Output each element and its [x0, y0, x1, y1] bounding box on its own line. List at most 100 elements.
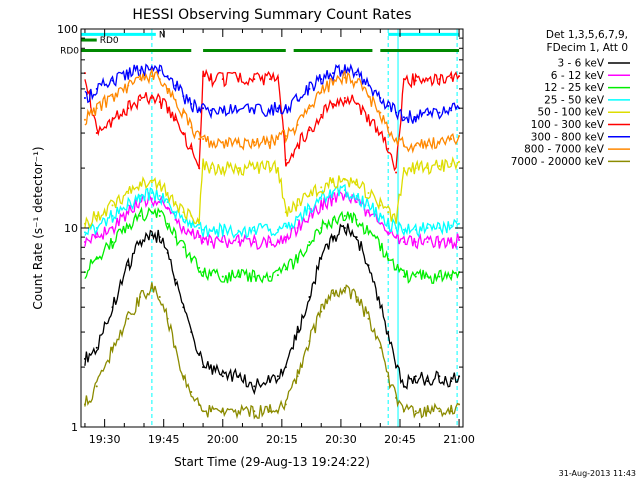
data-point: [182, 111, 185, 114]
chart-title: HESSI Observing Summary Count Rates: [132, 7, 411, 23]
data-point: [320, 310, 323, 313]
data-point: [127, 211, 130, 214]
data-point: [387, 375, 390, 378]
data-point: [95, 87, 98, 90]
data-point: [174, 346, 177, 349]
series-50-100keV: [83, 156, 461, 229]
data-point: [395, 236, 398, 239]
data-point: [402, 167, 405, 170]
data-point: [150, 75, 153, 78]
data-point: [127, 72, 130, 75]
annotation-bar-label: N: [159, 30, 166, 40]
data-point: [308, 296, 311, 299]
data-point: [387, 147, 390, 150]
legend-label: 50 - 100 keV: [537, 107, 604, 119]
data-point: [209, 167, 212, 170]
data-point: [355, 296, 358, 299]
data-point: [95, 236, 98, 239]
data-point: [198, 218, 201, 221]
data-point: [253, 78, 256, 81]
data-point: [343, 227, 346, 229]
data-point: [395, 138, 398, 141]
data-point: [158, 236, 161, 239]
data-point: [237, 78, 240, 81]
data-point: [276, 138, 279, 141]
data-point: [95, 107, 98, 110]
data-point: [379, 111, 382, 114]
data-point: [438, 241, 441, 244]
data-point: [343, 178, 346, 181]
data-point: [182, 218, 185, 221]
series-trace: [84, 67, 460, 154]
data-point: [111, 346, 114, 349]
x-tick-label: 19:45: [148, 433, 180, 446]
x-axis: 19:30 19:45 20:00 20:15 20:30 20:45 21:00: [84, 29, 475, 446]
data-point: [237, 241, 240, 244]
data-point: [320, 91, 323, 94]
data-point: [202, 162, 205, 165]
data-point: [198, 354, 201, 357]
data-point: [450, 162, 453, 165]
data-point: [127, 204, 130, 207]
data-point: [308, 87, 311, 90]
data-point: [426, 79, 429, 82]
data-point: [202, 75, 205, 78]
series-trace: [84, 156, 460, 229]
data-point: [190, 102, 193, 105]
data-point: [320, 257, 323, 260]
data-point: [402, 241, 405, 244]
data-point: [174, 218, 177, 221]
data-point: [450, 76, 453, 79]
data-point: [198, 167, 201, 170]
data-point: [202, 241, 205, 244]
data-point: [209, 366, 212, 369]
data-point: [221, 241, 224, 244]
annotation-bar-0: N: [81, 30, 460, 40]
data-point: [127, 84, 130, 87]
data-point: [166, 75, 169, 78]
data-point: [450, 109, 453, 112]
data-point: [379, 346, 382, 349]
data-point: [332, 292, 335, 295]
data-point: [276, 107, 279, 110]
data-point: [237, 141, 240, 144]
x-tick-label: 20:45: [384, 433, 416, 446]
legend-label: 300 - 800 keV: [531, 131, 605, 143]
series-trace: [84, 206, 460, 284]
data-point: [253, 385, 256, 388]
data-point: [402, 275, 405, 278]
data-point: [450, 224, 453, 227]
data-point: [174, 84, 177, 87]
data-point: [111, 227, 114, 229]
data-point: [158, 100, 161, 103]
data-point: [402, 116, 405, 119]
data-point: [438, 275, 441, 278]
data-point: [332, 81, 335, 84]
annotation-bar-label: RD0: [60, 46, 79, 56]
data-point: [221, 275, 224, 278]
data-point: [395, 218, 398, 221]
data-point: [127, 227, 130, 229]
data-point: [190, 257, 193, 260]
data-point: [438, 410, 441, 413]
data-point: [308, 129, 311, 132]
data-point: [414, 275, 417, 278]
series-trace: [84, 68, 460, 172]
data-point: [296, 227, 299, 229]
data-point: [426, 241, 429, 244]
data-point: [395, 366, 398, 369]
data-point: [202, 366, 205, 369]
data-point: [174, 98, 177, 101]
series-25-50keV: [83, 183, 461, 239]
data-point: [150, 197, 153, 200]
data-point: [111, 306, 114, 309]
data-point: [253, 109, 256, 112]
data-point: [458, 222, 461, 225]
data-point: [111, 118, 114, 121]
data-point: [221, 167, 224, 170]
data-point: [158, 78, 161, 81]
data-point: [269, 141, 272, 144]
data-point: [95, 227, 98, 229]
series-12-25keV: [83, 206, 461, 284]
data-point: [95, 132, 98, 135]
